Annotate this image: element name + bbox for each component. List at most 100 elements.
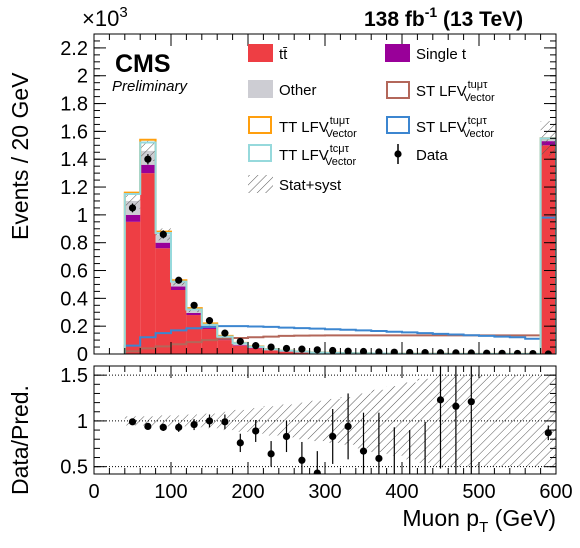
bar-single_t-0 (124, 214, 141, 222)
unc-bin-1 (140, 140, 156, 162)
ytick-label-0.6: 0.6 (60, 261, 88, 283)
data-point-19 (421, 349, 429, 354)
bar-ttbar-9 (263, 350, 279, 354)
bar-single_t-7 (232, 345, 248, 346)
ratio-panel: 0.5 1 1.5 0 100 200 300 400 500 600 (60, 365, 573, 503)
xtick-label-500: 500 (462, 481, 495, 503)
data-points (128, 154, 552, 354)
data-point-1 (144, 155, 152, 163)
ratio-y-ticks: 0.5 1 1.5 (60, 365, 556, 479)
legend-swatch-statsyst (248, 175, 273, 193)
ytick-label-1.8: 1.8 (60, 94, 88, 116)
data-point-2 (159, 230, 167, 238)
ytick-label-0.8: 0.8 (60, 233, 88, 255)
ratio-point-5 (205, 417, 214, 425)
data-point-15 (359, 347, 368, 354)
xtick-label-0: 0 (88, 481, 99, 503)
unc-bin-0 (124, 193, 141, 209)
legend-label-tt-tcmu: TT LFVtcμτ Vector (279, 143, 357, 168)
ratio-x-ticks: 0 100 200 300 400 500 600 (88, 366, 573, 503)
main-panel: 0 0.2 0.4 0.6 0.8 1 1.2 1.4 1.6 1.8 2 2.2 (60, 33, 557, 366)
experiment-label: CMS (115, 50, 171, 78)
ytick-label-1: 1 (77, 205, 88, 227)
ratio-point-22 (467, 398, 475, 406)
legend-swatch-st-tumu (386, 81, 410, 99)
data-point-13 (329, 346, 337, 354)
ytick-label-2.2: 2.2 (60, 38, 88, 60)
luminosity-label: 138 fb-1 (13 TeV) (364, 4, 523, 31)
data-point-7 (236, 337, 244, 346)
data-point-4 (190, 301, 198, 309)
main-y-ticks: 0 0.2 0.4 0.6 0.8 1 1.2 1.4 1.6 1.8 2 2.2 (60, 33, 556, 366)
ratio-ytick-label-1.5: 1.5 (60, 365, 88, 387)
legend-label-other: Other (279, 82, 317, 99)
x-axis-title: Muon pT (GeV) (402, 505, 556, 536)
ratio-band-bin-12 (309, 400, 325, 442)
ratio-point-23 (544, 429, 552, 437)
scale-factor: ×103 (82, 4, 128, 31)
ratio-point-8 (252, 427, 260, 435)
data-point-14 (344, 347, 352, 354)
ratio-point-6 (221, 418, 229, 426)
data-point-20 (436, 349, 445, 354)
legend-swatch-st-tcmu (386, 116, 410, 134)
data-point-0 (128, 204, 137, 212)
data-point-23 (483, 349, 491, 354)
bar-ttbar-7 (232, 345, 248, 354)
legend-label-ttbar: tt̄ (279, 46, 288, 63)
legend: tt̄ Single t Other ST LFVtuμτ Vector TT L… (248, 44, 495, 194)
legend-swatch-single-t (385, 44, 410, 62)
ratio-points (128, 366, 552, 485)
series-st_tcmu (123, 216, 556, 354)
legend-label-tt-tumu: TT LFVtuμτ Vector (279, 115, 357, 140)
data-point-24 (498, 349, 506, 354)
bar-single_t-2 (155, 242, 171, 249)
ratio-point-1 (144, 422, 152, 431)
ratio-point-19 (422, 478, 429, 485)
bar-single_t-4 (186, 312, 202, 316)
ratio-point-16 (375, 454, 383, 463)
legend-swatch-tt-tumu (248, 116, 272, 134)
bar-ttbar-5 (201, 328, 218, 354)
ratio-point-15 (359, 447, 368, 455)
ratio-band-bin-7 (232, 409, 248, 432)
ratio-band-bin-1 (140, 416, 156, 426)
bar-ttbar-0 (124, 221, 141, 354)
legend-label-statsyst: Stat+syst (279, 177, 342, 194)
bar-ttbar-8 (248, 348, 264, 354)
bar-ttbar-4 (186, 315, 202, 354)
ratio-ytick-label-0.5: 0.5 (60, 457, 88, 479)
ytick-label-0.2: 0.2 (60, 316, 88, 338)
data-point-27 (544, 350, 552, 354)
legend-label-st-tumu: ST LFVtuμτ Vector (416, 79, 495, 104)
data-point-5 (205, 317, 214, 325)
bar-ttbar-27 (540, 145, 556, 354)
ytick-label-0.4: 0.4 (60, 288, 88, 310)
xtick-label-200: 200 (231, 481, 264, 503)
ratio-point-0 (128, 418, 137, 426)
ratio-band-bin-19 (417, 378, 433, 464)
ratio-band-bin-23 (479, 375, 495, 467)
bar-single_t-5 (201, 327, 218, 329)
ytick-label-1.2: 1.2 (60, 177, 88, 199)
data-point-12 (313, 346, 321, 354)
legend-swatch-other (248, 80, 273, 98)
ratio-ytick-label-1: 1 (77, 411, 88, 433)
ratio-point-20 (436, 396, 445, 404)
ratio-y-axis-title: Data/Pred. (7, 385, 33, 495)
ytick-label-0: 0 (77, 344, 88, 366)
ratio-point-3 (175, 423, 183, 431)
legend-label-data: Data (416, 147, 448, 164)
ratio-point-9 (267, 450, 275, 458)
legend-label-single-t: Single t (416, 46, 467, 63)
data-point-6 (221, 329, 229, 337)
bar-ttbar-2 (155, 248, 171, 354)
data-point-17 (390, 348, 398, 354)
legend-swatch-tt-tcmu (248, 144, 272, 162)
bar-ttbar-6 (217, 340, 233, 354)
ratio-point-21 (452, 402, 460, 410)
xtick-label-600: 600 (539, 481, 572, 503)
data-point-3 (175, 276, 183, 284)
bar-single_t-1 (140, 164, 156, 174)
